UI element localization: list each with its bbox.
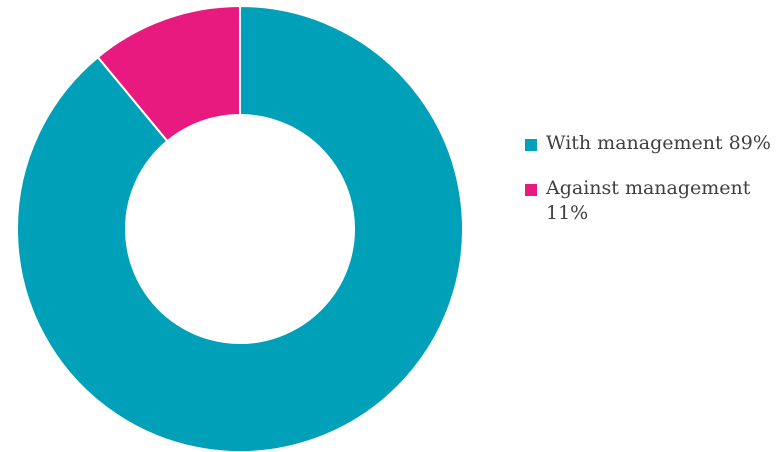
legend-swatch-against-management [525, 184, 537, 196]
legend-item-against-management: Against management 11% [525, 176, 775, 226]
legend-label-against-management: Against management 11% [546, 177, 751, 224]
slice-against-management [96, 4, 241, 143]
legend: With management 89% Against management 1… [525, 131, 775, 246]
donut-slices [16, 4, 464, 452]
legend-item-with-management: With management 89% [525, 131, 775, 156]
slice-with-management [16, 4, 464, 452]
legend-swatch-with-management [525, 139, 537, 151]
donut-chart [16, 4, 464, 452]
legend-label-with-management: With management 89% [546, 132, 771, 154]
